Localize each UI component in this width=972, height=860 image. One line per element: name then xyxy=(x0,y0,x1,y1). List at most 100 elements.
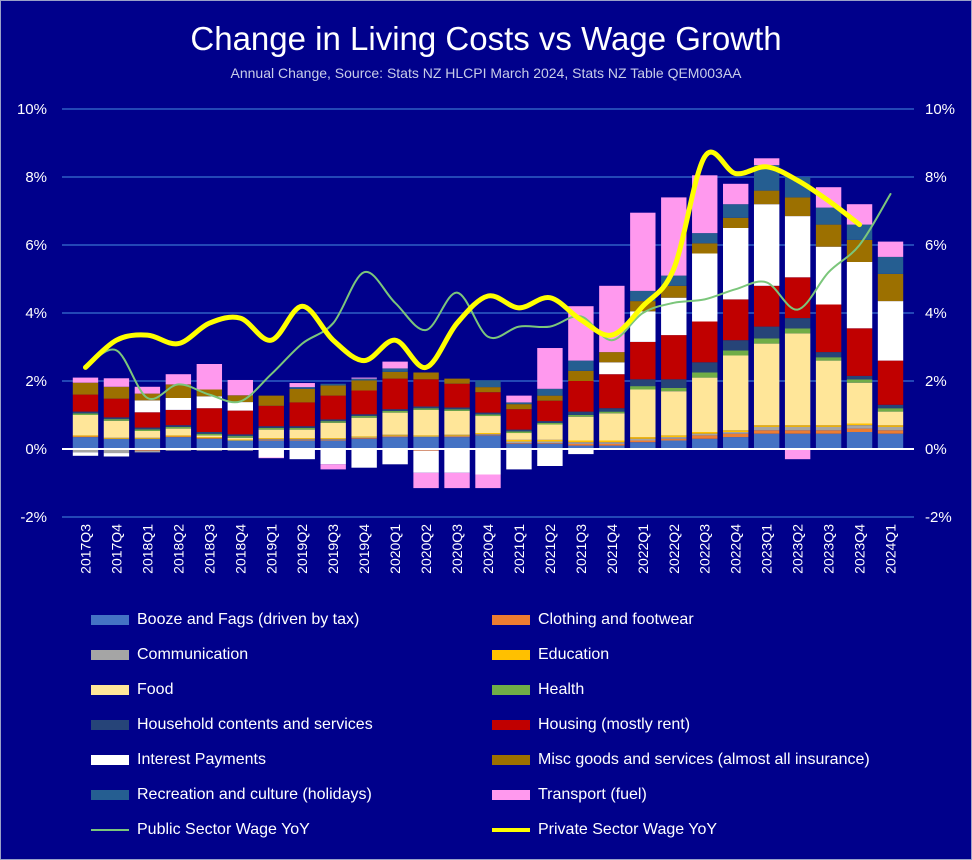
bar-segment xyxy=(815,430,842,434)
legend-swatch xyxy=(91,650,129,660)
bar-segment xyxy=(382,435,408,437)
bar-segment xyxy=(444,434,470,436)
bar-segment xyxy=(599,408,625,412)
bar-segment xyxy=(103,453,130,457)
bar-segment xyxy=(568,440,594,443)
bar-segment xyxy=(753,158,780,166)
y-tick-label-right: 6% xyxy=(925,237,947,254)
legend-line-swatch xyxy=(91,829,129,831)
bar-segment xyxy=(815,207,842,225)
bar-segment xyxy=(258,439,284,440)
bar-segment xyxy=(444,472,470,489)
bar-segment xyxy=(320,464,346,470)
bar-segment xyxy=(568,443,594,446)
bar-segment xyxy=(196,408,223,432)
bar-segment xyxy=(351,449,377,468)
bar-segment xyxy=(134,427,161,430)
legend-label: Booze and Fags (driven by tax) xyxy=(137,611,360,628)
y-tick-label-right: 8% xyxy=(925,169,947,186)
bar-segment xyxy=(289,387,315,389)
bar-segment xyxy=(351,416,377,418)
bar-segment xyxy=(72,436,99,438)
bar-segment xyxy=(753,425,780,427)
bar-segment xyxy=(599,445,625,449)
bar-segment xyxy=(723,432,749,434)
bar-segment xyxy=(258,457,284,459)
bar-segment xyxy=(72,415,99,436)
bar-segment xyxy=(877,430,904,434)
bar-segment xyxy=(815,304,842,353)
bar-segment xyxy=(630,437,656,439)
x-tick-label: 2017Q4 xyxy=(108,524,124,574)
bar-segment xyxy=(846,328,873,376)
bar-segment xyxy=(258,439,284,441)
bar-segment xyxy=(784,449,811,460)
x-tick-label: 2019Q1 xyxy=(263,524,279,574)
bar-segment xyxy=(475,416,501,434)
bar-segment xyxy=(877,360,904,405)
bar-segment xyxy=(72,413,99,415)
bar-segment xyxy=(227,434,253,437)
legend-line-swatch xyxy=(492,828,530,832)
bar-segment xyxy=(72,394,99,412)
bar-segment xyxy=(165,374,192,385)
bar-segment xyxy=(444,410,470,435)
bar-segment xyxy=(506,409,532,430)
bar-segment xyxy=(196,389,223,397)
x-tick-label: 2018Q2 xyxy=(170,524,186,574)
legend-swatch xyxy=(492,650,530,660)
bar-segment xyxy=(846,423,873,426)
x-tick-label: 2023Q3 xyxy=(821,524,837,574)
bar-segment xyxy=(103,419,130,421)
bar-segment xyxy=(723,430,749,432)
bar-segment xyxy=(784,277,811,319)
bar-segment xyxy=(661,435,687,438)
bar-segment xyxy=(506,395,532,403)
bar-segment xyxy=(382,410,408,413)
bar-segment xyxy=(444,436,470,438)
bar-segment xyxy=(413,409,439,436)
legend-label: Transport (fuel) xyxy=(538,786,647,803)
bar-segment xyxy=(630,290,656,302)
bar-segment xyxy=(753,433,780,449)
bar-segment xyxy=(537,422,563,425)
bar-segment xyxy=(630,440,656,443)
bar-segment xyxy=(846,379,873,383)
bar-segment xyxy=(227,379,253,396)
legend-label: Housing (mostly rent) xyxy=(538,716,691,733)
bar-segment xyxy=(444,407,470,410)
legend-label: Private Sector Wage YoY xyxy=(538,821,718,838)
bar-segment xyxy=(289,429,315,439)
bar-segment xyxy=(227,440,253,449)
bar-segment xyxy=(351,380,377,391)
bar-segment xyxy=(815,425,842,427)
bar-segment xyxy=(877,404,904,409)
bar-segment xyxy=(475,412,501,415)
bar-segment xyxy=(382,368,408,372)
legend-label: Food xyxy=(137,681,174,698)
bar-segment xyxy=(568,381,594,412)
bar-segment xyxy=(568,415,594,417)
bar-segment xyxy=(103,378,130,387)
bar-segment xyxy=(413,436,439,438)
bar-segment xyxy=(753,430,780,434)
bar-segment xyxy=(103,437,130,439)
bar-segment xyxy=(692,432,718,434)
bar-segment xyxy=(475,380,501,388)
bar-segment xyxy=(815,426,842,431)
bar-segment xyxy=(475,414,501,417)
bar-segment xyxy=(382,361,408,369)
bar-segment xyxy=(72,411,99,414)
bar-segment xyxy=(475,434,501,435)
bar-segment xyxy=(568,445,594,449)
x-tick-label: 2020Q3 xyxy=(449,524,465,574)
bar-segment xyxy=(382,378,408,410)
legend-item: Health xyxy=(492,680,584,700)
bar-segment xyxy=(165,426,192,429)
bar-segment xyxy=(351,436,377,438)
bar-segment xyxy=(165,398,192,410)
bar-segment xyxy=(289,388,315,403)
bar-segment xyxy=(444,383,470,408)
bar-segment xyxy=(692,243,718,254)
bar-segment xyxy=(877,301,904,361)
